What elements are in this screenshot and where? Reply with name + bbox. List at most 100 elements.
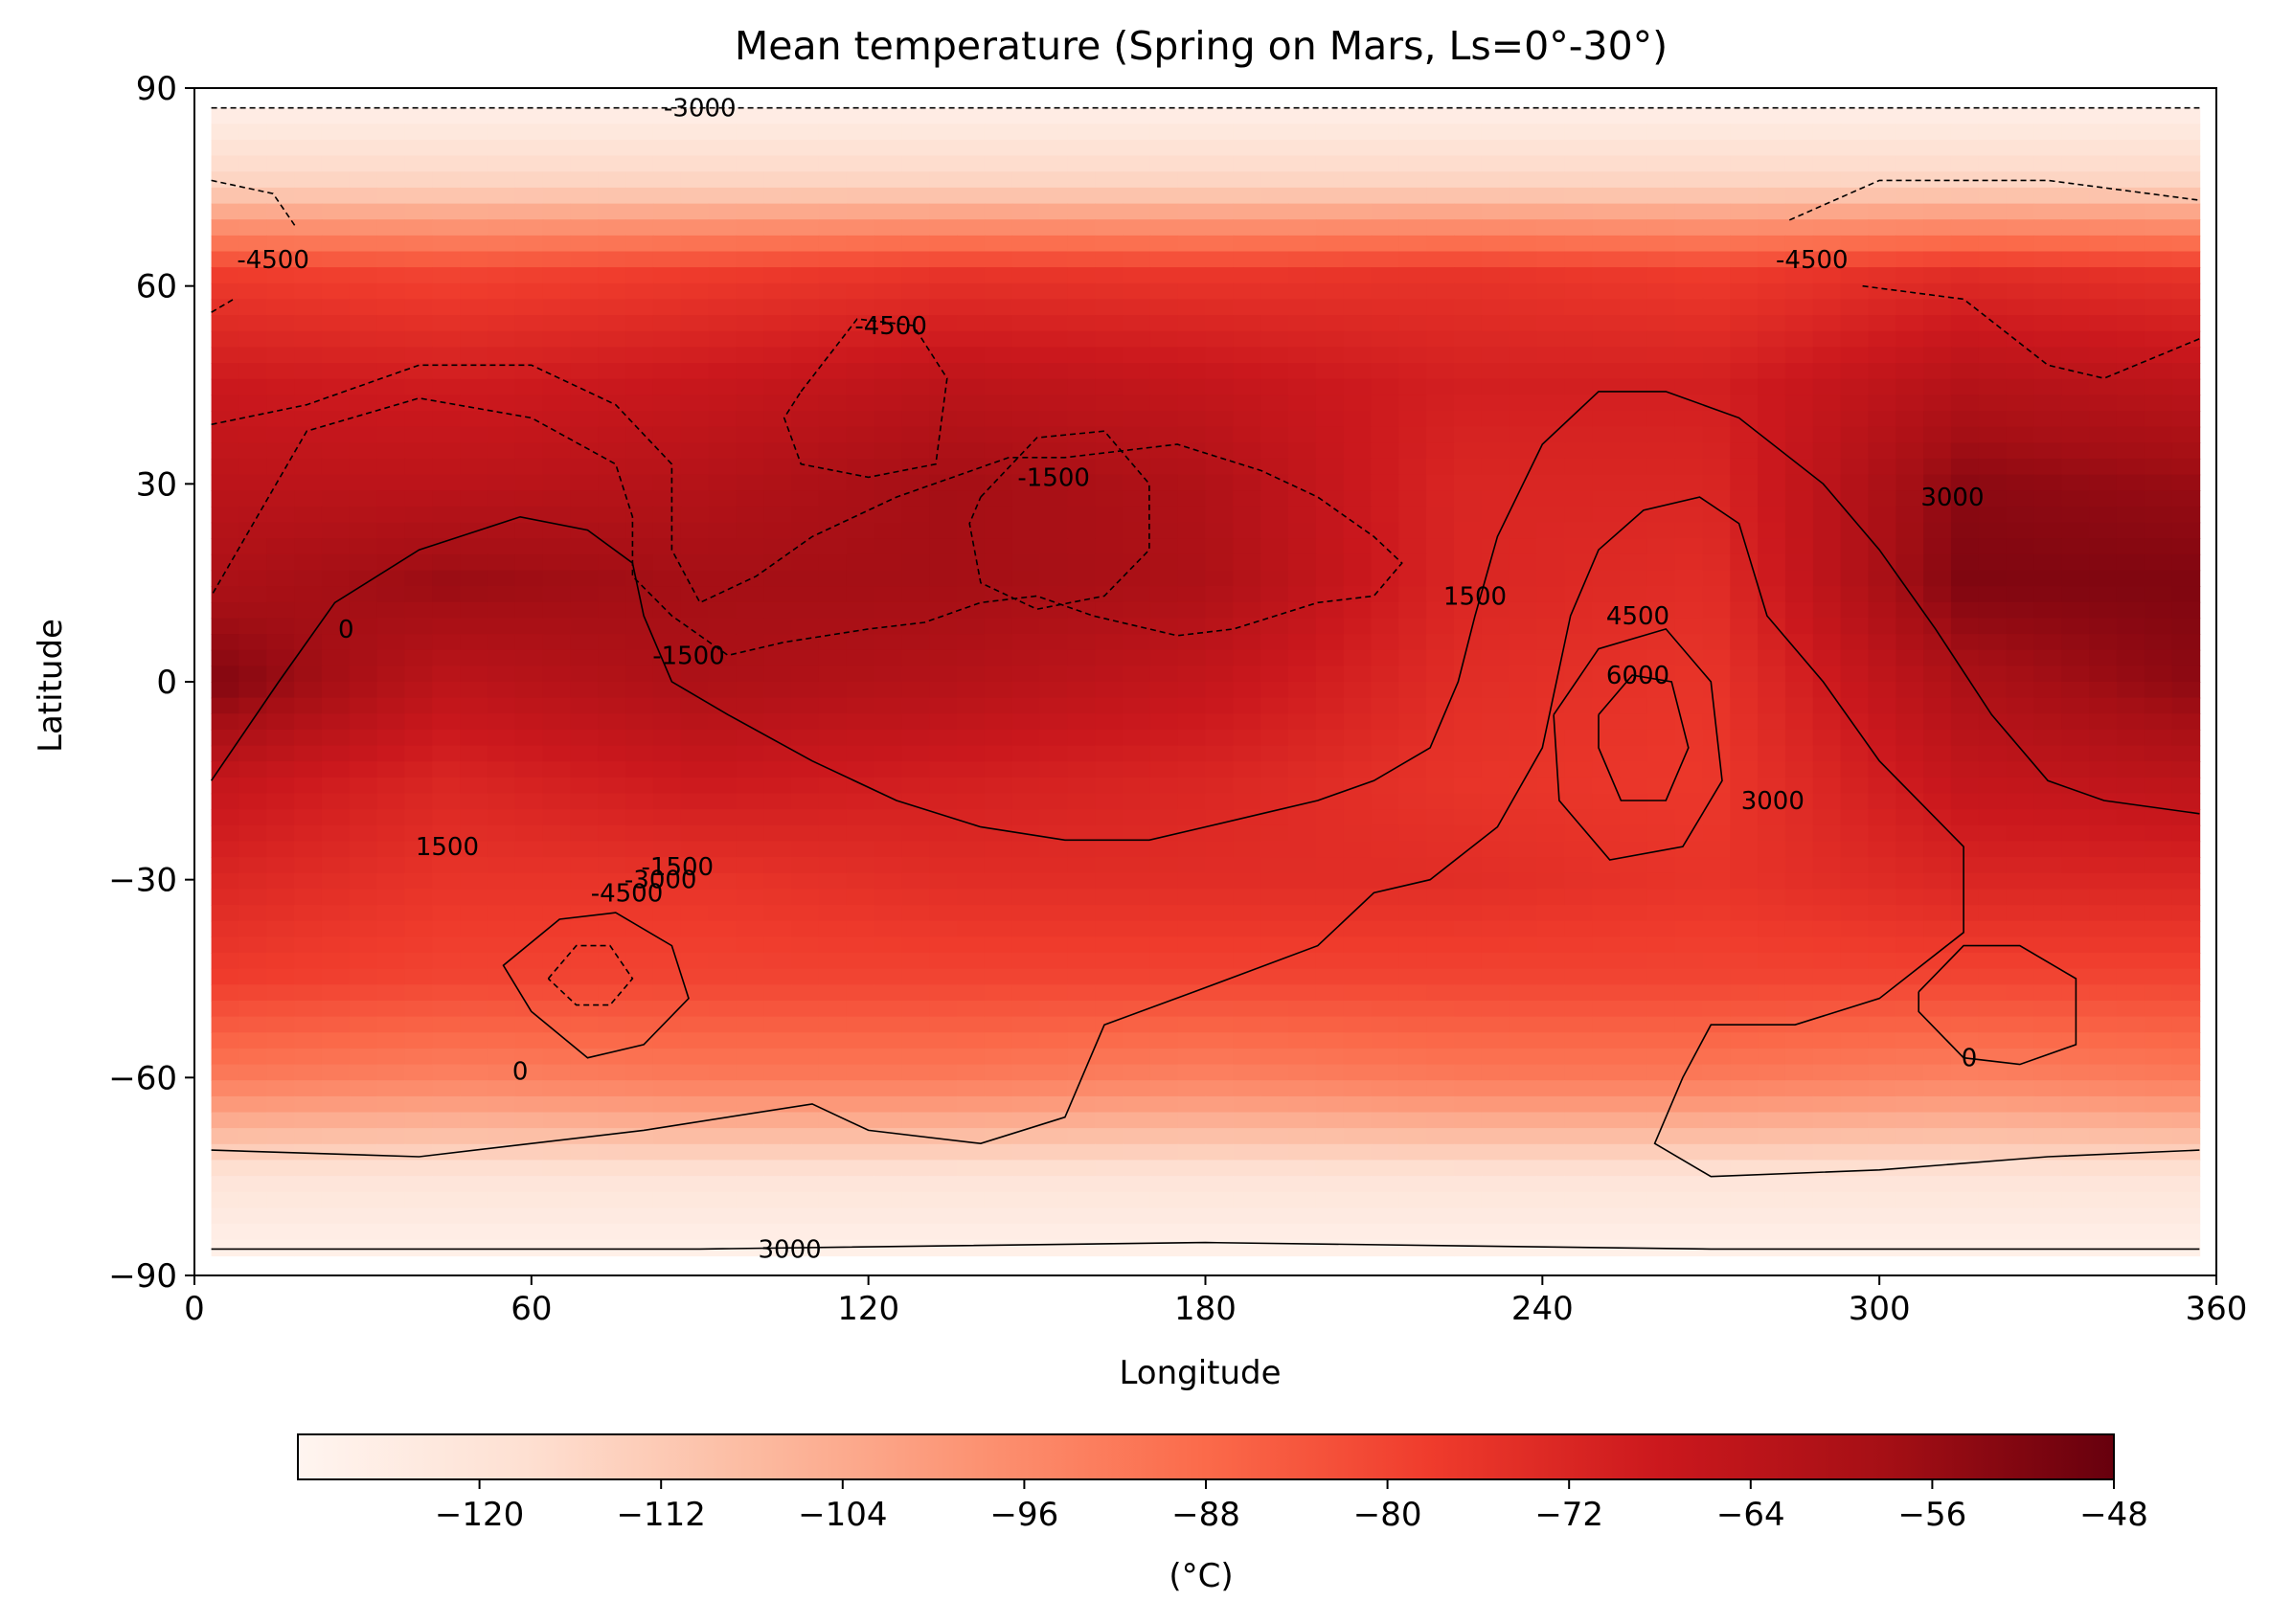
heatmap-cell: [736, 1032, 764, 1049]
heatmap-cell: [1950, 1143, 1980, 1162]
heatmap-cell: [238, 267, 267, 284]
heatmap-cell: [1315, 745, 1345, 762]
heatmap-cell: [211, 665, 240, 683]
heatmap-cell: [266, 538, 295, 555]
heatmap-cell: [1674, 1080, 1704, 1097]
heatmap-cell: [376, 1191, 406, 1209]
heatmap-cell: [1039, 682, 1069, 699]
heatmap-cell: [846, 395, 875, 412]
heatmap-cell: [1233, 442, 1261, 460]
heatmap-cell: [2006, 490, 2035, 508]
heatmap-cell: [432, 1001, 461, 1018]
heatmap-cell: [1868, 267, 1896, 284]
heatmap-cell: [2089, 155, 2118, 172]
heatmap-cell: [1011, 1160, 1041, 1177]
heatmap-cell: [376, 1016, 406, 1033]
heatmap-cell: [1674, 553, 1704, 572]
heatmap-cell: [1620, 1143, 1648, 1162]
heatmap-cell: [2144, 1001, 2173, 1018]
heatmap-cell: [901, 363, 930, 380]
heatmap-cell: [1398, 889, 1427, 906]
heatmap-cell: [1674, 538, 1704, 555]
heatmap-cell: [514, 665, 544, 683]
heatmap-cell: [708, 682, 738, 699]
heatmap-cell: [1730, 1032, 1759, 1049]
heatmap-cell: [1123, 1160, 1151, 1177]
heatmap-cell: [294, 1095, 323, 1114]
heatmap-cell: [1398, 793, 1427, 810]
heatmap-cell: [1067, 1001, 1096, 1018]
heatmap-cell: [984, 251, 1013, 268]
heatmap-cell: [294, 1048, 323, 1066]
heatmap-cell: [1233, 889, 1261, 906]
heatmap-cell: [1343, 347, 1373, 364]
heatmap-cell: [570, 793, 599, 810]
heatmap-cell: [238, 777, 267, 795]
heatmap-cell: [1398, 490, 1427, 508]
heatmap-cell: [984, 363, 1013, 380]
heatmap-cell: [349, 1112, 378, 1129]
heatmap-cell: [736, 697, 764, 714]
heatmap-cell: [2061, 872, 2090, 891]
heatmap-cell: [1978, 330, 2008, 349]
heatmap-cell: [818, 378, 848, 396]
heatmap-cell: [1592, 267, 1621, 284]
heatmap-cell: [929, 490, 958, 508]
heatmap-cell: [1123, 330, 1151, 349]
heatmap-cell: [1868, 1176, 1896, 1193]
heatmap-cell: [818, 649, 848, 667]
heatmap-cell: [1509, 124, 1538, 141]
heatmap-cell: [404, 426, 433, 443]
heatmap-cell: [1784, 330, 1814, 349]
heatmap-cell: [1454, 474, 1483, 491]
heatmap-cell: [1343, 315, 1373, 332]
heatmap-cell: [542, 1001, 572, 1018]
heatmap-cell: [404, 682, 433, 699]
heatmap-cell: [1730, 793, 1759, 810]
heatmap-cell: [542, 905, 572, 922]
heatmap-cell: [1067, 1143, 1096, 1162]
heatmap-cell: [1564, 1064, 1593, 1081]
heatmap-cell: [1454, 809, 1483, 826]
heatmap-cell: [1011, 522, 1041, 539]
heatmap-cell: [294, 841, 323, 858]
heatmap-cell: [2033, 1112, 2062, 1129]
heatmap-cell: [1674, 1160, 1704, 1177]
heatmap-cell: [2061, 363, 2090, 380]
heatmap-cell: [2144, 586, 2173, 603]
heatmap-cell: [1426, 920, 1455, 938]
heatmap-cell: [570, 1095, 599, 1114]
heatmap-cell: [1371, 203, 1400, 220]
heatmap-cell: [294, 697, 323, 714]
heatmap-cell: [460, 522, 488, 539]
heatmap-cell: [1868, 282, 1896, 301]
heatmap-cell: [1758, 984, 1786, 1002]
heatmap-cell: [1233, 1080, 1261, 1097]
heatmap-cell: [680, 872, 710, 891]
heatmap-cell: [1481, 1032, 1510, 1049]
heatmap-cell: [1011, 1176, 1041, 1193]
heatmap-cell: [598, 649, 626, 667]
heatmap-cell: [1923, 841, 1952, 858]
heatmap-cell: [294, 984, 323, 1002]
heatmap-cell: [984, 968, 1013, 986]
heatmap-cell: [625, 267, 654, 284]
heatmap-cell: [460, 1016, 488, 1033]
heatmap-cell: [514, 936, 544, 954]
heatmap-cell: [1509, 330, 1538, 349]
heatmap-cell: [1509, 171, 1538, 189]
heatmap-cell: [736, 251, 764, 268]
heatmap-cell: [818, 601, 848, 620]
heatmap-cell: [901, 299, 930, 316]
heatmap-cell: [1095, 586, 1124, 603]
heatmap-cell: [1758, 649, 1786, 667]
heatmap-cell: [487, 426, 516, 443]
heatmap-cell: [1039, 1176, 1069, 1193]
heatmap-cell: [736, 920, 764, 938]
heatmap-cell: [1011, 124, 1041, 141]
heatmap-cell: [1315, 872, 1345, 891]
heatmap-cell: [2006, 235, 2035, 253]
heatmap-cell: [238, 1032, 267, 1049]
heatmap-cell: [680, 363, 710, 380]
heatmap-cell: [1039, 363, 1069, 380]
